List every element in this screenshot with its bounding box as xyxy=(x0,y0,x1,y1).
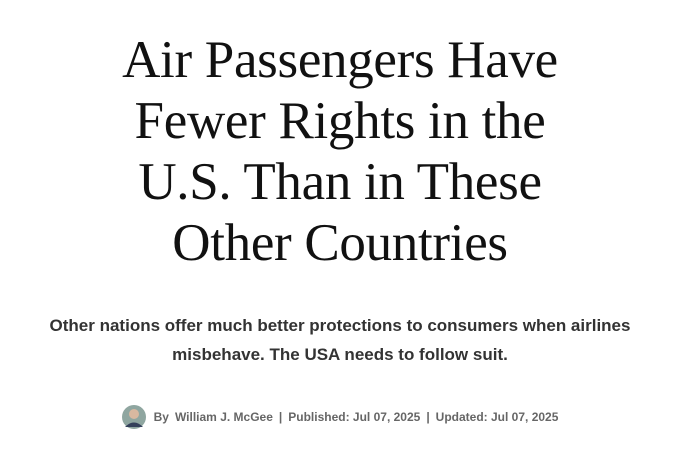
title: Air Passengers Have Fewer Rights in the … xyxy=(0,30,680,274)
subtitle: Other nations offer much better protecti… xyxy=(49,316,631,364)
updated-date: Updated: Jul 07, 2025 xyxy=(435,410,559,424)
title-line: U.S. Than in These xyxy=(138,153,542,211)
by-label: By xyxy=(153,410,169,424)
separator: | xyxy=(426,410,430,424)
author-avatar[interactable] xyxy=(121,405,146,429)
byline: By William J. McGee | Published: Jul 07,… xyxy=(0,405,680,429)
title-line: Fewer Rights in the xyxy=(134,92,546,150)
separator: | xyxy=(278,410,283,424)
author-name[interactable]: William J. McGee xyxy=(174,410,273,424)
published-date: Published: Jul 07, 2025 xyxy=(288,410,421,424)
title-line: Air Passengers Have xyxy=(122,31,558,89)
title-line: Other Countries xyxy=(172,214,508,272)
